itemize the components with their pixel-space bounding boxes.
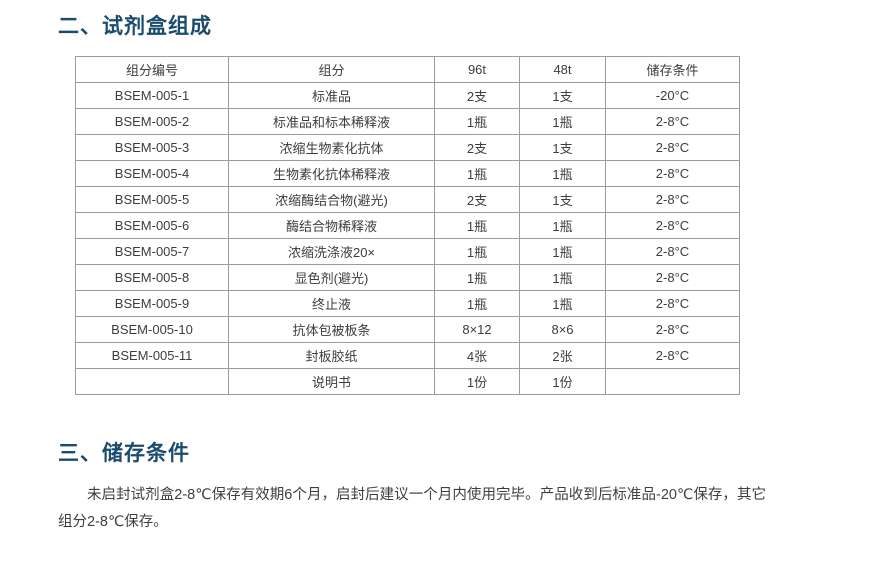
column-header: 组分编号 <box>75 56 229 83</box>
table-cell: BSEM-005-8 <box>75 264 229 291</box>
table-header-row: 组分编号 组分 96t 48t 储存条件 <box>75 56 740 83</box>
table-cell <box>605 368 740 395</box>
storage-conditions-paragraph: 未启封试剂盒2-8℃保存有效期6个月，启封后建议一个月内使用完毕。产品收到后标准… <box>58 487 766 530</box>
table-cell: 1瓶 <box>434 264 520 291</box>
table-cell: 1支 <box>519 134 606 161</box>
table-cell: 1份 <box>434 368 520 395</box>
table-cell: 2-8°C <box>605 212 740 239</box>
table-cell: BSEM-005-10 <box>75 316 229 343</box>
table-cell: 1支 <box>519 82 606 109</box>
table-cell: BSEM-005-7 <box>75 238 229 265</box>
column-header: 96t <box>434 56 520 83</box>
table-cell: 抗体包被板条 <box>228 316 435 343</box>
table-cell: BSEM-005-2 <box>75 108 229 135</box>
table-cell: 2-8°C <box>605 264 740 291</box>
table-cell: 1瓶 <box>519 264 606 291</box>
table-cell: 1份 <box>519 368 606 395</box>
table-cell: 2-8°C <box>605 342 740 369</box>
table-row: BSEM-005-4 生物素化抗体稀释液 1瓶 1瓶 2-8°C <box>75 160 740 187</box>
table-cell: -20°C <box>605 82 740 109</box>
table-row: BSEM-005-11 封板胶纸 4张 2张 2-8°C <box>75 342 740 369</box>
table-row: BSEM-005-8 显色剂(避光) 1瓶 1瓶 2-8°C <box>75 264 740 291</box>
table-cell: 生物素化抗体稀释液 <box>228 160 435 187</box>
table-cell: 标准品和标本稀释液 <box>228 108 435 135</box>
column-header: 48t <box>519 56 606 83</box>
table-cell: 标准品 <box>228 82 435 109</box>
table-cell: BSEM-005-6 <box>75 212 229 239</box>
table-row: BSEM-005-10 抗体包被板条 8×12 8×6 2-8°C <box>75 316 740 343</box>
table-cell: 2-8°C <box>605 160 740 187</box>
table-cell: 2-8°C <box>605 134 740 161</box>
table-cell: 酶结合物稀释液 <box>228 212 435 239</box>
table-cell: BSEM-005-3 <box>75 134 229 161</box>
table-row: BSEM-005-3 浓缩生物素化抗体 2支 1支 2-8°C <box>75 134 740 161</box>
table-cell: 2-8°C <box>605 108 740 135</box>
table-row: BSEM-005-5 浓缩酶结合物(避光) 2支 1支 2-8°C <box>75 186 740 213</box>
table-cell: 显色剂(避光) <box>228 264 435 291</box>
table-row: BSEM-005-2 标准品和标本稀释液 1瓶 1瓶 2-8°C <box>75 108 740 135</box>
table-cell: 1瓶 <box>519 108 606 135</box>
section-3-heading: 三、储存条件 <box>58 442 190 465</box>
table-cell: 2-8°C <box>605 316 740 343</box>
table-body: BSEM-005-1 标准品 2支 1支 -20°C BSEM-005-2 标准品和标本稀释… <box>75 82 740 395</box>
table-cell: BSEM-005-5 <box>75 186 229 213</box>
table-cell: 2-8°C <box>605 186 740 213</box>
table-row: BSEM-005-9 终止液 1瓶 1瓶 2-8°C <box>75 290 740 317</box>
table-cell: 1瓶 <box>519 160 606 187</box>
column-header: 储存条件 <box>605 56 740 83</box>
table-cell: 2支 <box>434 134 520 161</box>
table-cell: BSEM-005-11 <box>75 342 229 369</box>
column-header: 组分 <box>228 56 435 83</box>
table-cell: 终止液 <box>228 290 435 317</box>
table-cell: 浓缩生物素化抗体 <box>228 134 435 161</box>
section-2-heading: 二、试剂盒组成 <box>58 15 212 38</box>
table-cell: 1瓶 <box>434 238 520 265</box>
table-cell: 说明书 <box>228 368 435 395</box>
table-cell: 8×6 <box>519 316 606 343</box>
table-row: 说明书 1份 1份 <box>75 368 740 395</box>
table-cell: 2支 <box>434 186 520 213</box>
table-cell: 1瓶 <box>434 108 520 135</box>
table-cell: 2-8°C <box>605 290 740 317</box>
table-cell: 8×12 <box>434 316 520 343</box>
table-cell: 2支 <box>434 82 520 109</box>
table-cell: BSEM-005-4 <box>75 160 229 187</box>
table-cell: 4张 <box>434 342 520 369</box>
table-row: BSEM-005-6 酶结合物稀释液 1瓶 1瓶 2-8°C <box>75 212 740 239</box>
table-row: BSEM-005-7 浓缩洗涤液20× 1瓶 1瓶 2-8°C <box>75 238 740 265</box>
table-cell: 封板胶纸 <box>228 342 435 369</box>
table-cell: BSEM-005-9 <box>75 290 229 317</box>
table-row: BSEM-005-1 标准品 2支 1支 -20°C <box>75 82 740 109</box>
table-cell: 1瓶 <box>434 290 520 317</box>
table-cell: 2-8°C <box>605 238 740 265</box>
kit-components-table: 组分编号 组分 96t 48t 储存条件 BSEM-005-1 标准品 2支 1支 -20°C B… <box>75 56 740 395</box>
table-cell: 浓缩洗涤液20× <box>228 238 435 265</box>
table-cell <box>75 368 229 395</box>
table-cell: 1瓶 <box>519 290 606 317</box>
table-cell: 1支 <box>519 186 606 213</box>
table-cell: 1瓶 <box>519 212 606 239</box>
table-cell: 1瓶 <box>519 238 606 265</box>
table-cell: 2张 <box>519 342 606 369</box>
table-cell: BSEM-005-1 <box>75 82 229 109</box>
table-cell: 浓缩酶结合物(避光) <box>228 186 435 213</box>
table-cell: 1瓶 <box>434 212 520 239</box>
table-cell: 1瓶 <box>434 160 520 187</box>
